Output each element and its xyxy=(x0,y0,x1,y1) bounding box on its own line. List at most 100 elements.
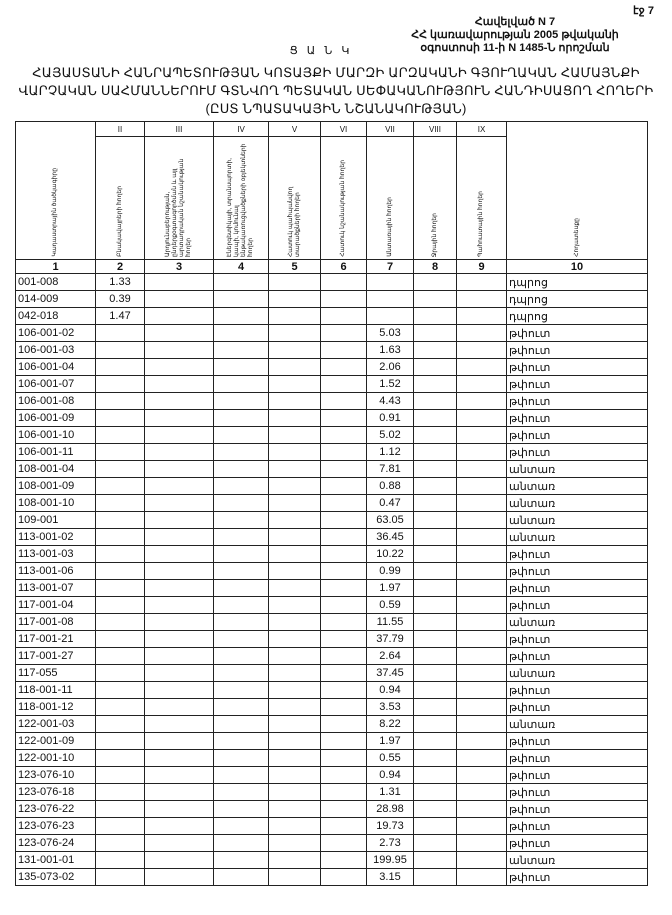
area-cell xyxy=(213,511,269,529)
land-type-cell: թփուտ xyxy=(506,630,648,648)
area-cell xyxy=(144,290,214,308)
title-line: (ԸՍՏ ՆՊԱՏԱԿԱՅԻՆ ՆՇԱՆԱԿՈՒԹՅԱՆ) xyxy=(205,101,467,116)
area-cell xyxy=(413,783,457,801)
area-cell xyxy=(213,647,269,665)
area-cell xyxy=(413,817,457,835)
title-line: ՎԱՐՉԱԿԱՆ ՍԱՀՄԱՆՆԵՐՈՒՄ ԳՏՆՎՈՂ ՊԵՏԱԿԱՆ ՍԵՓ… xyxy=(18,83,654,98)
area-cell xyxy=(320,579,367,597)
area-cell xyxy=(456,868,507,886)
area-cell xyxy=(366,290,414,308)
cadastral-code-cell: 106-001-09 xyxy=(15,409,96,427)
area-cell xyxy=(144,273,214,291)
area-cell xyxy=(95,868,145,886)
cadastral-code-cell: 106-001-10 xyxy=(15,426,96,444)
table-row: 122-001-03 8.22 անտառ xyxy=(15,715,648,733)
area-cell xyxy=(144,800,214,818)
land-type-cell: թփուտ xyxy=(506,834,648,852)
column-number: 3 xyxy=(144,259,214,274)
area-cell xyxy=(456,681,507,699)
land-type-cell: թփուտ xyxy=(506,732,648,750)
column-header-label: Հատուկ նշանակության հողեր xyxy=(340,160,346,257)
area-cell xyxy=(268,477,321,495)
cadastral-code-cell: 113-001-06 xyxy=(15,562,96,580)
land-type-cell: թփուտ xyxy=(506,766,648,784)
land-type-cell: անտառ xyxy=(506,664,648,682)
table-row: 108-001-04 7.81 անտառ xyxy=(15,460,648,478)
column-header: Պահուստային հողեր xyxy=(456,136,507,260)
area-cell xyxy=(320,562,367,580)
area-cell xyxy=(268,868,321,886)
area-cell xyxy=(413,715,457,733)
table-row: 106-001-09 0.91 թփուտ xyxy=(15,409,648,427)
area-cell xyxy=(413,358,457,376)
area-cell: 0.59 xyxy=(366,596,414,614)
area-cell xyxy=(456,664,507,682)
land-type-cell: թփուտ xyxy=(506,681,648,699)
area-cell: 0.99 xyxy=(366,562,414,580)
table-row: 118-001-11 0.94 թփուտ xyxy=(15,681,648,699)
area-cell xyxy=(456,851,507,869)
area-cell xyxy=(144,528,214,546)
area-cell xyxy=(320,749,367,767)
column-roman-numeral: VII xyxy=(366,121,414,137)
area-cell xyxy=(456,273,507,291)
column-roman-numeral: IV xyxy=(213,121,269,137)
area-cell xyxy=(320,477,367,495)
area-cell: 199.95 xyxy=(366,851,414,869)
cadastral-code-cell: 118-001-11 xyxy=(15,681,96,699)
area-cell: 0.47 xyxy=(366,494,414,512)
area-cell xyxy=(95,800,145,818)
area-cell xyxy=(268,494,321,512)
area-cell xyxy=(144,647,214,665)
area-cell xyxy=(268,528,321,546)
area-cell xyxy=(320,375,367,393)
area-cell xyxy=(144,630,214,648)
cadastral-code-cell: 113-001-02 xyxy=(15,528,96,546)
land-type-cell: անտառ xyxy=(506,477,648,495)
area-cell xyxy=(95,443,145,461)
area-cell xyxy=(413,647,457,665)
area-cell xyxy=(456,477,507,495)
cadastral-code-cell: 108-001-09 xyxy=(15,477,96,495)
table-row: 117-001-08 11.55 անտառ xyxy=(15,613,648,631)
area-cell xyxy=(320,324,367,342)
area-cell xyxy=(320,273,367,291)
area-cell xyxy=(95,681,145,699)
column-number: 7 xyxy=(366,259,414,274)
area-cell xyxy=(268,851,321,869)
area-cell xyxy=(144,426,214,444)
area-cell xyxy=(320,766,367,784)
area-cell xyxy=(144,817,214,835)
area-cell: 5.03 xyxy=(366,324,414,342)
area-cell xyxy=(95,851,145,869)
land-type-cell: թփուտ xyxy=(506,358,648,376)
area-cell xyxy=(213,341,269,359)
area-cell xyxy=(144,341,214,359)
area-cell xyxy=(95,545,145,563)
table-row: 118-001-12 3.53 թփուտ xyxy=(15,698,648,716)
cadastral-code-cell: 135-073-02 xyxy=(15,868,96,886)
area-cell xyxy=(95,715,145,733)
area-cell xyxy=(320,783,367,801)
column-number: 9 xyxy=(456,259,507,274)
area-cell xyxy=(144,613,214,631)
page-number: էջ 7 xyxy=(633,5,654,17)
annex-line: օգոստոսի 11-ի N 1485-Ն որոշման xyxy=(420,42,610,54)
column-header-label: Էներգետիկայի, տրանսպորտի, կապի, կոմունալ… xyxy=(227,143,254,257)
column-header: Արդյունաբերության, ընդերքօգտագործման և ա… xyxy=(144,136,214,260)
area-cell: 11.55 xyxy=(366,613,414,631)
area-cell xyxy=(268,426,321,444)
area-cell xyxy=(213,851,269,869)
area-cell xyxy=(413,409,457,427)
area-cell xyxy=(213,375,269,393)
area-cell xyxy=(268,409,321,427)
area-cell xyxy=(456,494,507,512)
area-cell: 0.91 xyxy=(366,409,414,427)
area-cell xyxy=(213,834,269,852)
area-cell xyxy=(320,358,367,376)
area-cell xyxy=(413,851,457,869)
column-header-label: Արդյունաբերության, ընդերքօգտագործման և ա… xyxy=(165,158,192,257)
area-cell: 0.94 xyxy=(366,681,414,699)
area-cell xyxy=(213,562,269,580)
